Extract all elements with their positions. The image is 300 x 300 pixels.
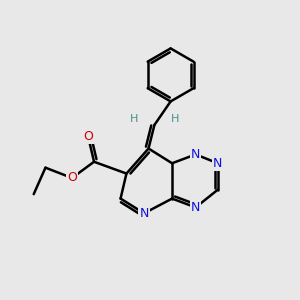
Text: O: O (67, 172, 77, 184)
Text: O: O (83, 130, 93, 143)
Text: N: N (140, 207, 149, 220)
Text: N: N (213, 157, 222, 170)
Text: N: N (191, 148, 200, 161)
Text: H: H (130, 114, 138, 124)
Text: H: H (171, 114, 179, 124)
Text: N: N (191, 201, 200, 214)
